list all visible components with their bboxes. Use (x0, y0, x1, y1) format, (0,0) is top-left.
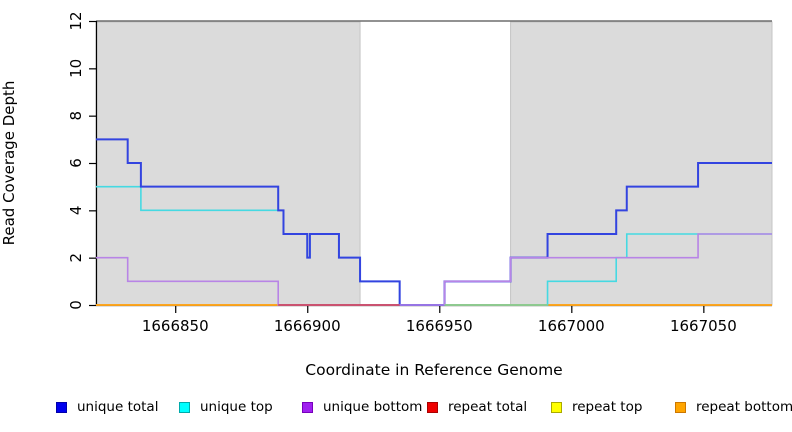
legend-item-unique-total: unique total (56, 398, 158, 416)
legend-label: unique total (77, 399, 159, 415)
legend-label: repeat top (572, 399, 643, 415)
legend-item-repeat-bottom: repeat bottom (675, 398, 792, 416)
y-axis-title: Read Coverage Depth (0, 80, 18, 246)
legend-swatch-icon (675, 401, 686, 413)
y-tick-label: 10 (67, 59, 85, 78)
x-tick-label: 1666850 (142, 317, 209, 335)
legend-item-repeat-top: repeat top (551, 398, 642, 416)
y-tick-label: 4 (67, 206, 85, 216)
y-tick-label: 2 (67, 253, 85, 263)
series-line-unique-bottom (96, 233, 772, 306)
legend-swatch-icon (56, 401, 67, 413)
x-tick-label: 1667000 (538, 317, 605, 335)
y-tick-label: 8 (67, 111, 85, 121)
legend-label: unique top (200, 399, 273, 415)
legend-item-unique-top: unique top (179, 398, 273, 416)
legend-label: unique bottom (323, 399, 423, 415)
legend-label: repeat total (448, 399, 528, 415)
legend-item-unique-bottom: unique bottom (302, 398, 422, 416)
legend-label: repeat bottom (696, 399, 792, 415)
x-axis-title: Coordinate in Reference Genome (305, 361, 563, 379)
y-tick-label: 0 (67, 300, 85, 310)
legend-swatch-icon (179, 401, 190, 413)
legend-swatch-icon (427, 401, 438, 413)
x-tick-label: 1667050 (670, 317, 737, 335)
legend-item-repeat-total: repeat total (427, 398, 527, 416)
series-line-unique-total (96, 138, 772, 306)
x-tick-label: 1666950 (406, 317, 473, 335)
x-tick-label: 1666900 (274, 317, 341, 335)
legend-swatch-icon (551, 401, 562, 413)
legend-swatch-icon (302, 401, 313, 413)
y-tick-label: 6 (67, 158, 85, 168)
legend: unique total unique top unique bottom repea… (0, 398, 792, 420)
y-tick-label: 12 (67, 11, 85, 30)
